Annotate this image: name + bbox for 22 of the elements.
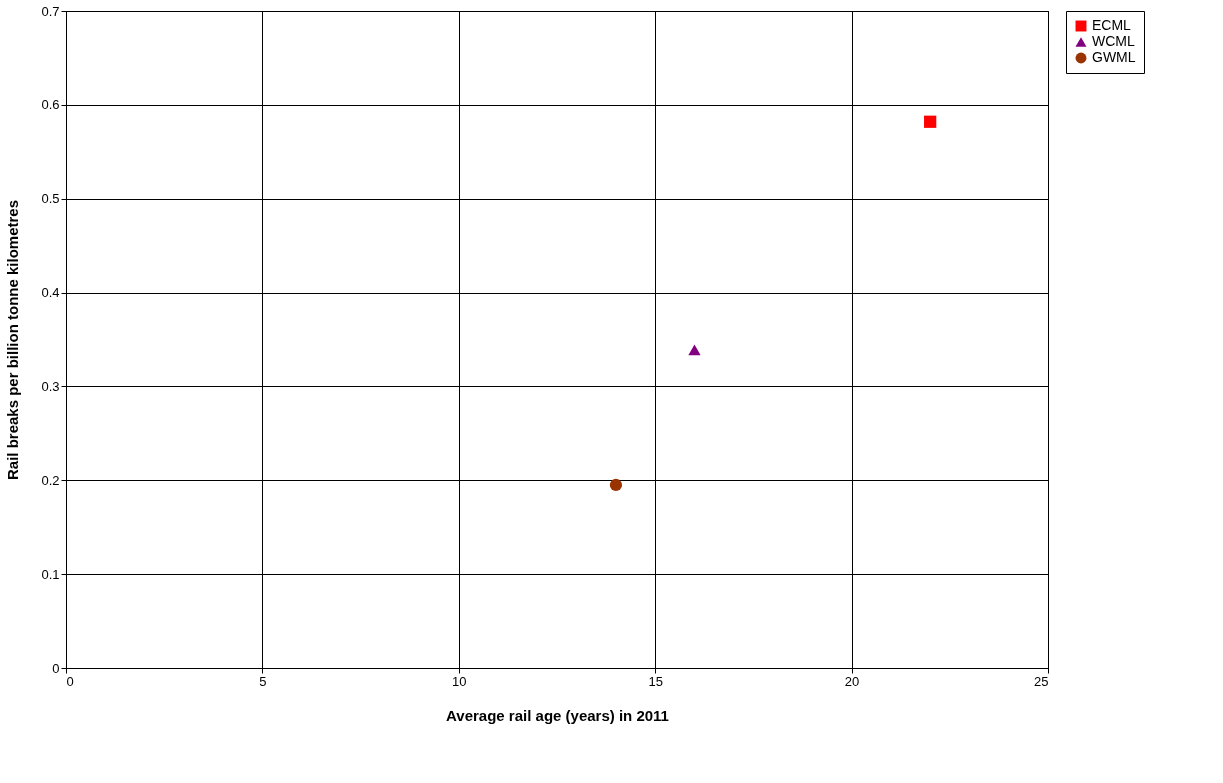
x-tick-label: 0	[66, 673, 74, 689]
x-tick-label: 15	[648, 673, 663, 689]
y-tick-label: 0.5	[41, 191, 60, 207]
y-tick-label: 0.6	[41, 97, 60, 113]
y-tick-label: 0	[52, 660, 60, 676]
x-tick-label: 5	[259, 673, 267, 689]
y-tick-label: 0.7	[41, 3, 60, 19]
x-axis-title: Average rail age (years) in 2011	[446, 706, 669, 724]
y-tick-label: 0.2	[41, 472, 60, 488]
legend-label: GWML	[1092, 49, 1136, 65]
x-tick-label: 20	[844, 673, 860, 689]
y-axis-title: Rail breaks per billion tonne kilometres	[4, 199, 22, 481]
legend-label: WCML	[1092, 33, 1135, 49]
y-tick-label: 0.4	[41, 285, 60, 301]
point	[924, 115, 937, 128]
y-tick-label: 0.3	[41, 378, 60, 394]
point	[688, 344, 701, 356]
y-tick-label: 0.1	[41, 566, 60, 582]
x-tick-label: 25	[1034, 673, 1049, 689]
legend-label: ECML	[1092, 17, 1132, 33]
x-tick-label: 10	[452, 673, 467, 689]
point	[609, 478, 623, 492]
